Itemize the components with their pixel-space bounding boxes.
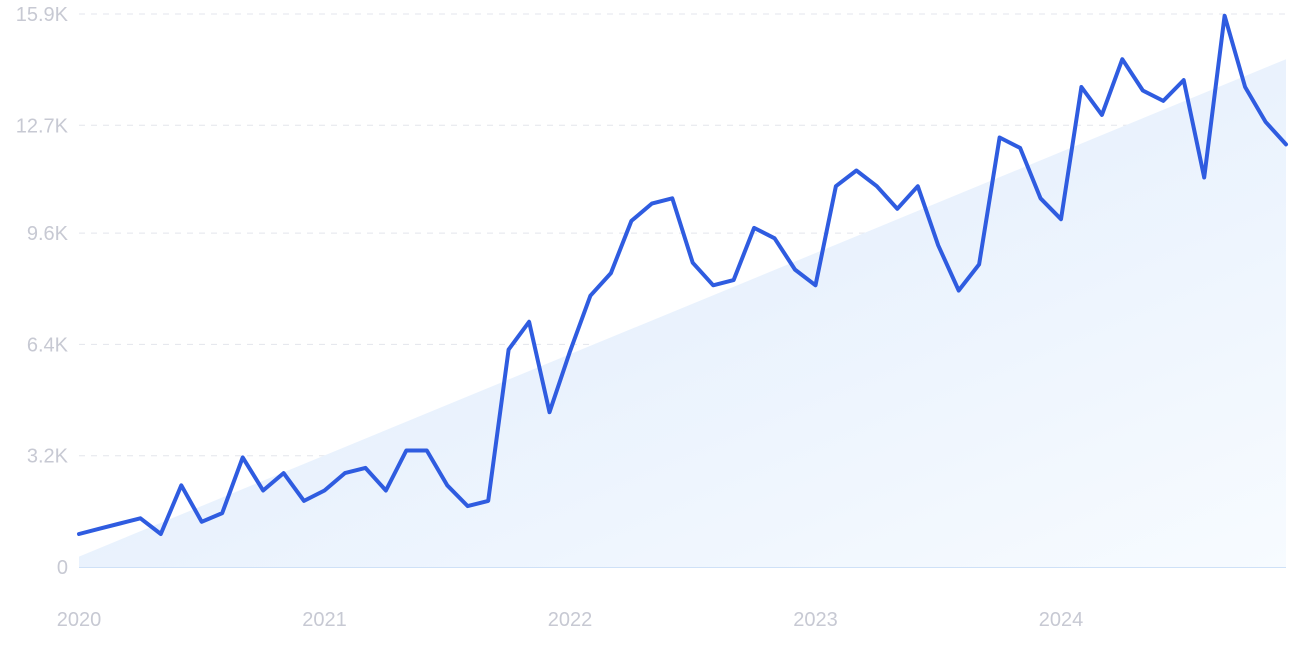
y-tick-label: 3.2K — [27, 446, 69, 468]
x-tick-label: 2024 — [1039, 609, 1084, 631]
y-tick-label: 9.6K — [27, 223, 69, 245]
x-tick-label: 2021 — [302, 609, 347, 631]
y-tick-label: 15.9K — [16, 4, 69, 26]
y-tick-label: 6.4K — [27, 334, 69, 356]
x-tick-label: 2023 — [793, 609, 838, 631]
y-tick-label: 12.7K — [16, 115, 69, 137]
x-tick-label: 2022 — [548, 609, 593, 631]
y-tick-label: 0 — [57, 557, 68, 579]
x-tick-label: 2020 — [57, 609, 102, 631]
series-lines — [77, 13, 1288, 536]
axis-labels: 0 3.2K 6.4K 9.6K 12.7K 15.9K 2020 2021 2022 2023 2… — [16, 4, 1083, 631]
series-line-0 — [77, 13, 1288, 536]
trend-area-fill — [79, 59, 1286, 567]
trend-area — [79, 59, 1286, 567]
